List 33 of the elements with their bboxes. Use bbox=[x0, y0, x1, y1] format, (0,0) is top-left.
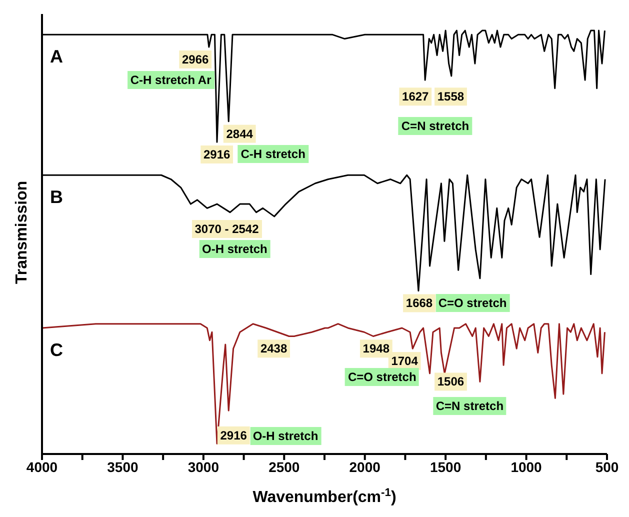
annotation: 1627 bbox=[402, 90, 430, 104]
annotation: 1558 bbox=[437, 90, 464, 104]
annotation: 1668 bbox=[406, 296, 433, 310]
annotation: 2966 bbox=[182, 52, 210, 66]
annotation: 1704 bbox=[391, 354, 418, 368]
series-label: B bbox=[50, 187, 63, 208]
annotation: 2916 bbox=[220, 428, 248, 442]
x-tick-label: 2000 bbox=[349, 458, 381, 475]
x-tick-label: 1500 bbox=[430, 458, 462, 475]
annotation: 1506 bbox=[437, 374, 464, 389]
x-tick-label: 500 bbox=[595, 458, 619, 475]
annotation: C=N stretch bbox=[398, 116, 472, 135]
x-tick-label: 4000 bbox=[26, 458, 58, 475]
series-label: C bbox=[50, 340, 63, 360]
annotation: C=O stretch bbox=[435, 294, 510, 312]
x-tick-label: 3000 bbox=[188, 458, 220, 475]
annotation: 1948 bbox=[362, 342, 390, 356]
x-tick-label: 3500 bbox=[107, 458, 138, 475]
annotation: C=N stretch bbox=[432, 397, 507, 416]
annotation: O-H stretch bbox=[198, 240, 270, 258]
annotation: 2438 bbox=[260, 342, 288, 356]
y-axis-title: Transmission bbox=[14, 180, 31, 284]
annotation: 2844 bbox=[226, 126, 254, 141]
annotation: 3070 - 2542 bbox=[192, 220, 262, 238]
annotation: 2916 bbox=[203, 147, 230, 162]
annotation: C=O stretch bbox=[344, 368, 420, 386]
annotation: O-H stretch bbox=[250, 426, 322, 445]
series-label: A bbox=[50, 46, 63, 67]
x-tick-label: 2500 bbox=[268, 458, 300, 475]
annotation: C-H stretch bbox=[238, 145, 308, 164]
x-tick-label: 1000 bbox=[510, 458, 542, 475]
x-axis-title: Wavenumber(cm$^{-1}$) bbox=[252, 487, 396, 506]
annotation: C-H stretch Ar bbox=[127, 71, 214, 89]
